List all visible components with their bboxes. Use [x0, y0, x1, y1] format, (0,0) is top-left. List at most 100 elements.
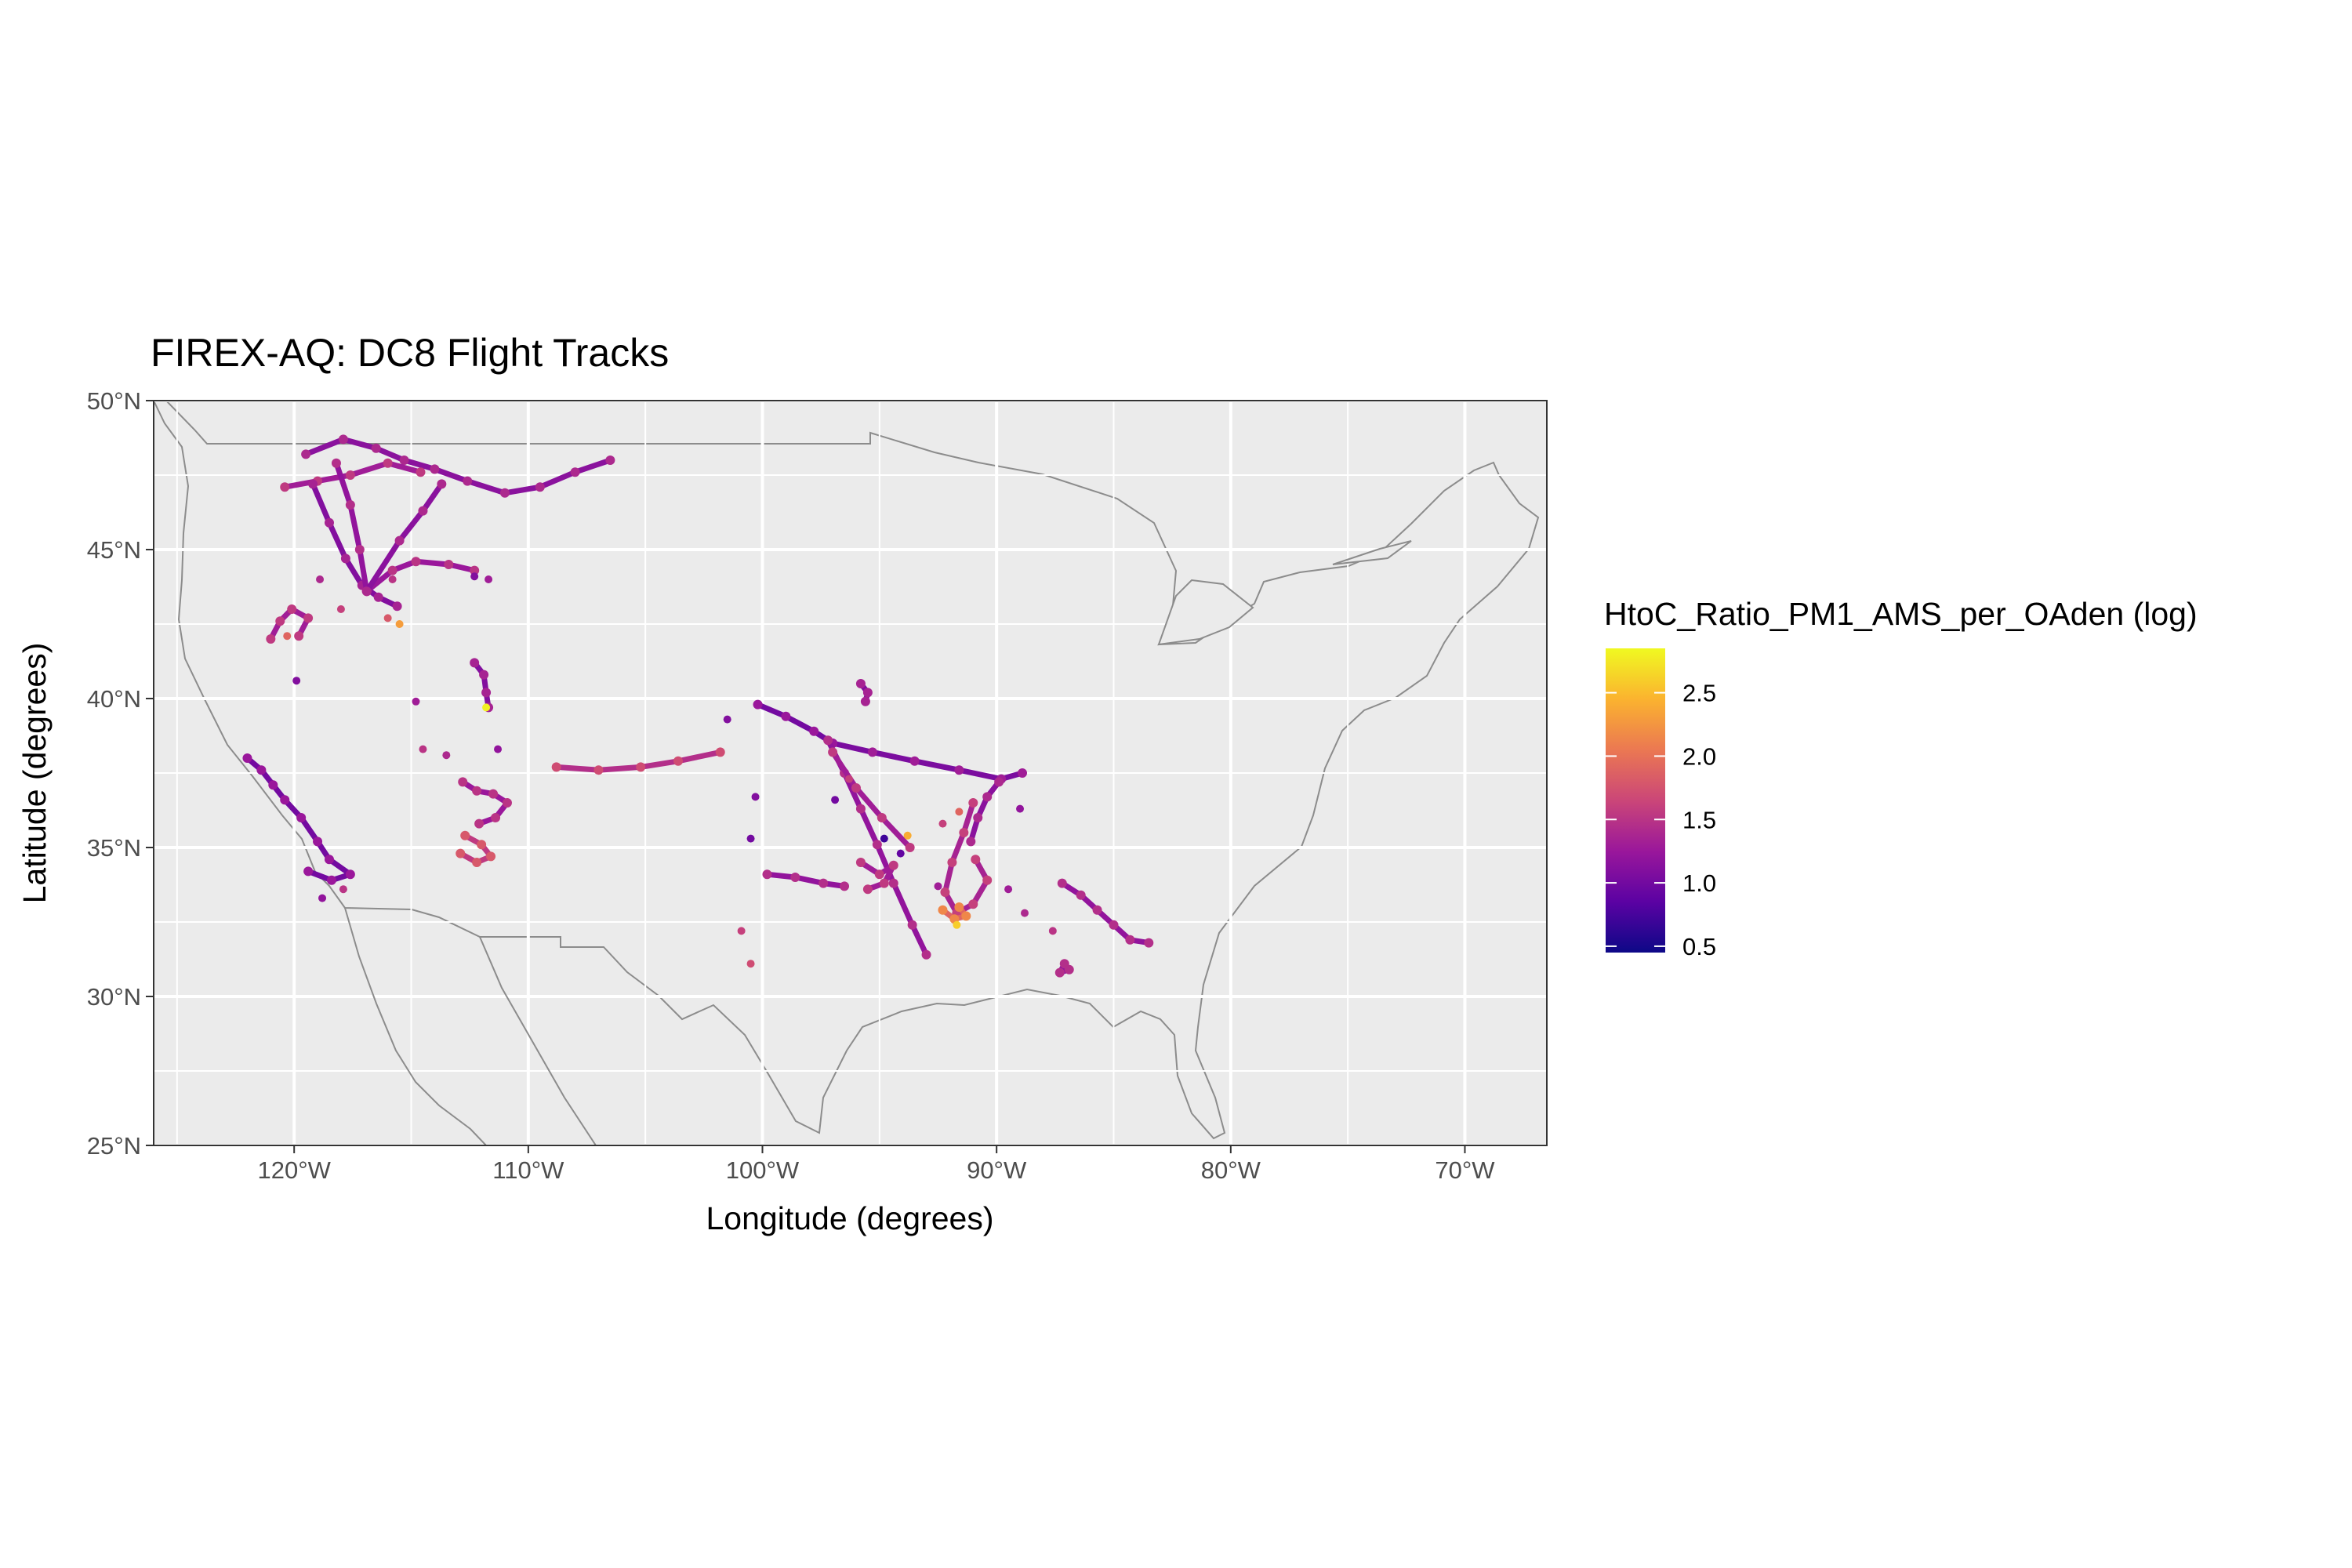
track-point — [1018, 768, 1028, 778]
track-point — [280, 482, 290, 492]
track-point — [940, 887, 950, 897]
y-tick-label: 25°N — [87, 1132, 141, 1160]
track-point — [840, 881, 850, 891]
flight-tracks — [242, 434, 1154, 978]
track-point — [938, 905, 948, 915]
track-point — [474, 818, 485, 829]
track-point — [973, 813, 983, 822]
data-point — [1004, 885, 1013, 894]
colorbar-tick-label: 1.5 — [1682, 806, 1716, 833]
track-point — [535, 482, 545, 492]
plot-title: FIREX-AQ: DC8 Flight Tracks — [151, 331, 669, 375]
track-point — [959, 828, 969, 837]
track-point — [444, 560, 454, 569]
flight-track — [245, 755, 354, 884]
track-point — [301, 449, 311, 459]
data-point — [896, 849, 905, 858]
track-point — [313, 837, 323, 847]
y-tick-label: 35°N — [87, 834, 141, 862]
track-point — [1092, 905, 1102, 915]
track-point — [287, 604, 297, 614]
track-point — [294, 631, 304, 641]
flight-track — [303, 436, 613, 496]
data-point — [746, 960, 755, 968]
x-tick-label: 90°W — [967, 1156, 1027, 1184]
track-point — [303, 866, 314, 877]
track-point — [392, 601, 402, 612]
data-point — [723, 715, 731, 724]
track-point — [593, 765, 604, 775]
data-point — [318, 894, 327, 902]
data-point — [751, 793, 760, 801]
track-point — [715, 747, 725, 757]
data-point — [395, 620, 404, 628]
y-axis: 25°N 30°N 35°N 40°N 45°N 50°N — [87, 387, 154, 1160]
gridlines — [154, 401, 1547, 1145]
track-point — [1054, 967, 1065, 978]
track-point — [437, 479, 447, 489]
track-point — [418, 506, 428, 516]
data-point — [339, 885, 347, 894]
track-point — [994, 777, 1004, 787]
track-point — [242, 753, 252, 763]
track-point — [1064, 964, 1074, 975]
track-point — [394, 535, 405, 546]
track-point — [488, 789, 499, 799]
color-legend: HtoC_Ratio_PM1_AMS_per_OAden (log) 0.5 1.… — [1604, 596, 2198, 960]
track-point — [371, 443, 381, 453]
track-point — [888, 878, 898, 888]
track-point — [1125, 935, 1135, 945]
data-point — [336, 605, 345, 613]
track-point — [673, 756, 683, 766]
track-point — [479, 670, 489, 680]
data-point — [1016, 804, 1025, 813]
mexico-coast — [344, 907, 597, 1145]
flight-track — [829, 749, 913, 851]
track-point — [296, 813, 307, 822]
track-point — [982, 875, 993, 885]
track-point — [888, 860, 898, 870]
data-point — [934, 882, 942, 891]
track-point — [472, 786, 482, 796]
flight-track — [755, 702, 836, 746]
track-point — [354, 545, 365, 554]
data-point — [746, 834, 755, 843]
y-tick-label: 40°N — [87, 685, 141, 713]
track-point — [266, 634, 276, 644]
track-point — [458, 777, 468, 787]
track-point — [961, 911, 971, 921]
track-point — [308, 479, 318, 489]
track-point — [1076, 890, 1086, 900]
data-point — [419, 745, 427, 753]
track-point — [753, 699, 763, 710]
data-point — [485, 575, 493, 583]
data-point — [283, 632, 292, 641]
x-axis: 120°W 110°W 100°W 90°W 80°W 70°W — [257, 1145, 1495, 1184]
data-point — [903, 831, 912, 840]
track-point — [486, 851, 496, 862]
track-point — [860, 696, 870, 706]
colorbar-tick-label: 1.0 — [1682, 869, 1716, 897]
x-tick-label: 70°W — [1435, 1156, 1495, 1184]
track-point — [968, 899, 978, 909]
flight-track — [471, 659, 492, 710]
track-point — [387, 565, 397, 575]
x-axis-title: Longitude (degrees) — [706, 1200, 994, 1236]
track-point — [879, 878, 889, 888]
track-point — [966, 837, 976, 847]
data-point — [412, 697, 420, 706]
flight-track — [364, 481, 445, 594]
track-point — [909, 756, 920, 766]
track-point — [809, 726, 819, 736]
track-point — [280, 795, 290, 805]
track-point — [855, 804, 866, 814]
great-lakes — [1157, 540, 1412, 646]
track-point — [947, 858, 957, 867]
x-tick-label: 120°W — [257, 1156, 331, 1184]
y-axis-title: Latitude (degrees) — [16, 643, 53, 904]
track-point — [340, 554, 350, 564]
data-point — [831, 796, 840, 804]
track-point — [456, 848, 466, 858]
track-point — [1144, 938, 1154, 948]
